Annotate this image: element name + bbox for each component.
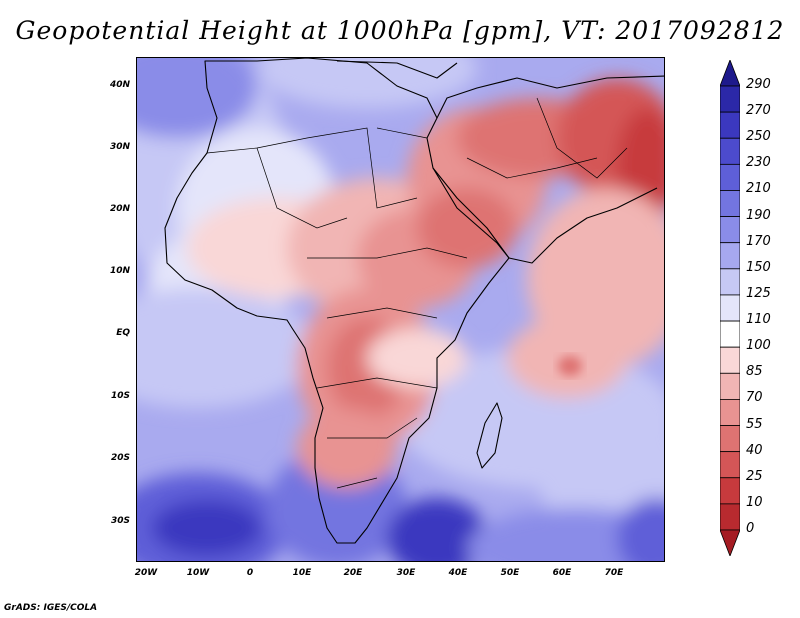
- colorbar-segment: [720, 216, 740, 244]
- colorbar-segment: [720, 111, 740, 139]
- colorbar-label: 55: [746, 416, 763, 432]
- colorbar-label: 190: [746, 207, 771, 223]
- colorbar-segment: [720, 425, 740, 453]
- colorbar-segment: [720, 451, 740, 479]
- lat-label-10n: 10N: [109, 266, 130, 276]
- colorbar-label: 150: [746, 259, 771, 275]
- lat-label-20n: 20N: [109, 204, 130, 214]
- colorbar-label: 40: [746, 442, 763, 458]
- colorbar-segment: [720, 163, 740, 191]
- lon-label-10w: 10W: [186, 568, 210, 578]
- lon-label-20w: 20W: [134, 568, 158, 578]
- colorbar-label: 85: [746, 364, 763, 380]
- colorbar-segment: [720, 190, 740, 217]
- colorbar-segment: [720, 294, 740, 322]
- colorbar: [720, 60, 740, 556]
- height-field: [137, 58, 664, 561]
- lat-label-eq: EQ: [116, 328, 130, 338]
- lon-label-50e: 50E: [500, 568, 520, 578]
- lat-label-30n: 30N: [109, 142, 130, 152]
- colorbar-label: 210: [746, 181, 771, 197]
- colorbar-label: 25: [746, 468, 763, 484]
- map-panel: [136, 57, 665, 562]
- lon-label-10e: 10E: [292, 568, 312, 578]
- lon-label-30e: 30E: [396, 568, 416, 578]
- map-svg: [137, 58, 664, 561]
- lat-label-20s: 20S: [110, 453, 130, 463]
- colorbar-segment: [720, 477, 740, 505]
- colorbar-segment: [720, 137, 740, 165]
- colorbar-label: 230: [746, 155, 771, 171]
- chart-title: Geopotential Height at 1000hPa [gpm], VT…: [15, 16, 785, 45]
- colorbar-label: 125: [746, 285, 771, 301]
- colorbar-segment: [720, 242, 740, 270]
- lon-label-0: 0: [246, 568, 254, 578]
- colorbar-label: 100: [746, 338, 771, 354]
- lat-label-30s: 30S: [110, 516, 130, 526]
- colorbar-segment: [720, 372, 740, 400]
- colorbar-segment: [720, 529, 740, 556]
- colorbar-label: 110: [746, 312, 771, 328]
- colorbar-label: 170: [746, 233, 771, 249]
- lon-label-20e: 20E: [343, 568, 363, 578]
- colorbar-label: 250: [746, 129, 771, 145]
- colorbar-segment: [720, 503, 740, 531]
- colorbar-segment: [720, 399, 740, 426]
- colorbar-label: 270: [746, 103, 771, 119]
- lon-label-60e: 60E: [552, 568, 572, 578]
- colorbar-segment: [720, 268, 740, 296]
- colorbar-label: 10: [746, 494, 763, 510]
- colorbar-segment: [720, 320, 740, 348]
- footer-credit: GrADS: IGES/COLA: [4, 603, 98, 613]
- lat-label-10s: 10S: [110, 391, 130, 401]
- colorbar-label: 290: [746, 77, 771, 92]
- colorbar-label: 0: [746, 521, 755, 536]
- borders: [206, 97, 628, 489]
- lon-label-40e: 40E: [448, 568, 468, 578]
- lon-label-70e: 70E: [604, 568, 624, 578]
- colorbar-segment: [720, 60, 740, 87]
- colorbar-label: 70: [746, 390, 763, 406]
- colorbar-segment: [720, 346, 740, 374]
- lat-label-40n: 40N: [109, 80, 130, 90]
- coastlines: [164, 58, 664, 544]
- colorbar-segment: [720, 85, 740, 113]
